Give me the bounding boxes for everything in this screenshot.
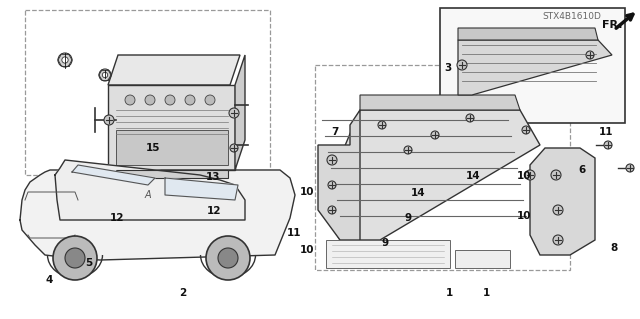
Text: 12: 12 (109, 213, 124, 223)
Circle shape (604, 141, 612, 149)
Circle shape (230, 144, 238, 152)
Circle shape (165, 95, 175, 105)
Circle shape (553, 205, 563, 215)
Polygon shape (458, 40, 612, 95)
Text: 14: 14 (466, 171, 480, 181)
Polygon shape (326, 240, 450, 268)
Circle shape (431, 131, 439, 139)
Text: 11: 11 (287, 228, 301, 238)
Text: 13: 13 (205, 172, 220, 182)
Polygon shape (235, 55, 245, 170)
Polygon shape (455, 250, 510, 268)
Circle shape (328, 206, 336, 214)
Circle shape (205, 95, 215, 105)
Text: 9: 9 (381, 238, 388, 248)
Circle shape (185, 95, 195, 105)
Circle shape (327, 155, 337, 165)
Circle shape (404, 146, 412, 154)
Polygon shape (72, 165, 155, 185)
Circle shape (65, 248, 85, 268)
Circle shape (102, 72, 108, 78)
Circle shape (99, 69, 111, 81)
Circle shape (104, 115, 114, 125)
Text: 2: 2 (179, 288, 187, 298)
Polygon shape (530, 148, 595, 255)
Circle shape (378, 121, 386, 129)
Circle shape (125, 95, 135, 105)
Circle shape (206, 236, 250, 280)
Text: A: A (145, 190, 151, 200)
Circle shape (551, 170, 561, 180)
Polygon shape (320, 110, 540, 240)
Polygon shape (458, 28, 598, 40)
Text: 8: 8 (611, 243, 618, 253)
Text: 11: 11 (599, 127, 613, 137)
Text: STX4B1610D: STX4B1610D (543, 12, 602, 21)
Text: FR.: FR. (602, 20, 623, 30)
Polygon shape (20, 170, 295, 260)
Text: 6: 6 (579, 165, 586, 175)
Circle shape (466, 114, 474, 122)
Polygon shape (108, 85, 235, 170)
Circle shape (229, 108, 239, 118)
Circle shape (145, 95, 155, 105)
Text: 10: 10 (300, 187, 314, 197)
Polygon shape (116, 130, 228, 165)
Circle shape (328, 181, 336, 189)
Text: 1: 1 (445, 288, 452, 298)
Circle shape (53, 236, 97, 280)
Bar (440, 8, 625, 123)
Circle shape (525, 170, 535, 180)
Polygon shape (55, 160, 245, 220)
Text: 3: 3 (444, 63, 452, 73)
Circle shape (522, 126, 530, 134)
Text: 12: 12 (207, 206, 221, 216)
Circle shape (218, 248, 238, 268)
Text: 9: 9 (404, 213, 412, 223)
Polygon shape (165, 178, 238, 200)
Polygon shape (318, 110, 360, 240)
Circle shape (457, 60, 467, 70)
Text: 15: 15 (146, 143, 160, 153)
Text: 1: 1 (483, 288, 490, 298)
Text: 4: 4 (45, 275, 52, 285)
Polygon shape (108, 55, 240, 85)
Text: 10: 10 (516, 171, 531, 181)
Text: 14: 14 (411, 188, 426, 198)
Text: 5: 5 (85, 258, 93, 268)
Circle shape (626, 164, 634, 172)
Circle shape (586, 51, 594, 59)
Circle shape (62, 57, 68, 63)
Text: 7: 7 (332, 127, 339, 137)
Circle shape (58, 53, 72, 67)
Text: 10: 10 (300, 245, 314, 255)
Polygon shape (116, 170, 228, 178)
Circle shape (553, 235, 563, 245)
Text: 10: 10 (516, 211, 531, 221)
Polygon shape (360, 95, 520, 110)
